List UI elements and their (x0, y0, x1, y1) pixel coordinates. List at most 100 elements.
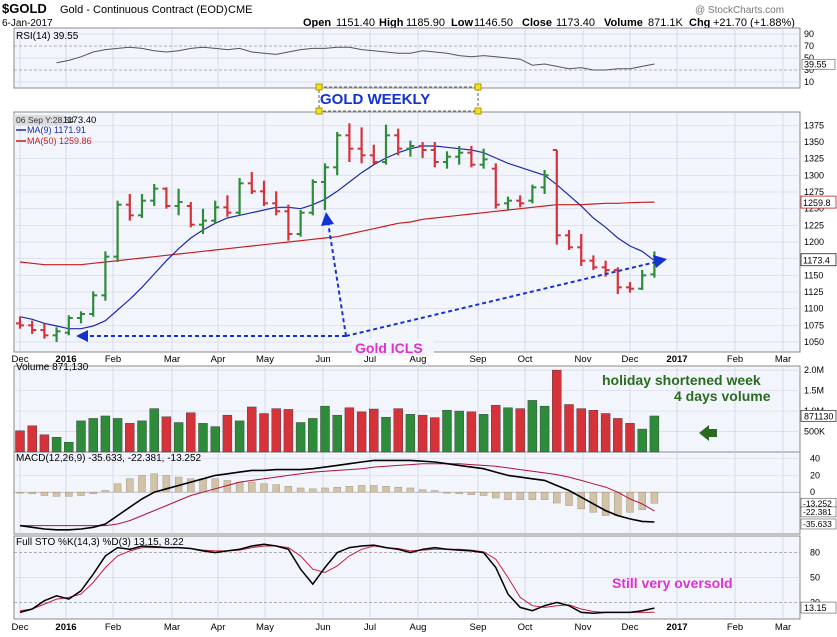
macd-histogram-bar (406, 487, 415, 493)
price-tick-label: 1200 (804, 237, 824, 247)
rsi-line (56, 46, 655, 71)
volume-panel: 2.0M1.5M1.0M871130500K (14, 365, 837, 453)
macd-histogram-bar (333, 486, 341, 493)
volume-tick-label: 2.0M (804, 365, 824, 375)
macd-histogram-bar (553, 491, 561, 504)
volume-bar (625, 423, 635, 453)
panel-frames (13, 27, 801, 620)
price-bar (565, 230, 573, 250)
volume-bar (332, 414, 342, 453)
macd-value-label: -35.633 (803, 519, 832, 529)
macd-histogram-bar (370, 485, 378, 493)
volume-bar (552, 369, 562, 453)
volume-bar (539, 405, 550, 453)
macd-histogram-bar (16, 491, 24, 494)
rsi-last-box (801, 58, 836, 70)
volume-bar (430, 417, 440, 453)
x-tick-label-price: Dec (12, 354, 29, 365)
volume-bar (234, 420, 245, 453)
macd-histogram-bar (516, 491, 524, 500)
macd-histogram-bar (235, 481, 244, 493)
x-tick-label-bottom: Oct (518, 622, 533, 633)
macd-histogram-bar (638, 491, 646, 510)
macd-tick-label: 40 (810, 454, 820, 464)
sto-tick-label: 50 (810, 573, 820, 583)
rsi-tick-label: 50 (804, 53, 814, 63)
macd-histogram-bar (187, 478, 195, 493)
volume-bar (271, 408, 281, 453)
x-tick-label-price: Jun (315, 354, 330, 365)
sto-label: Full STO %K(14,3) %D(3) 13.15, 8.22 (16, 537, 184, 548)
volume-label: Volume (604, 17, 643, 29)
x-tick-label-bottom: Mar (164, 622, 180, 633)
x-tick-label-bottom: Feb (105, 622, 121, 633)
volume-bar (76, 420, 86, 453)
volume-bar (454, 410, 464, 453)
price-bar (125, 194, 134, 221)
macd-histogram-bar (577, 491, 585, 510)
macd-tick-label: 20 (810, 470, 820, 480)
macd-histogram-bar (284, 486, 293, 493)
volume-bar (576, 408, 586, 453)
macd-histogram-bar (394, 486, 402, 493)
arrowhead-left (76, 330, 88, 342)
macd-histogram-bar (540, 491, 549, 500)
ma50-last-label: 1259.8 (803, 198, 831, 208)
volume-bar (88, 418, 98, 453)
price-bar (552, 149, 561, 245)
macd-histogram-bar (565, 491, 573, 506)
volume-bar (112, 418, 123, 453)
header-symbol: $GOLD (2, 1, 47, 16)
macd-histogram-bar (296, 487, 305, 493)
last-close-box (800, 253, 837, 267)
macd-histogram-bar (467, 491, 476, 495)
price-bar (260, 180, 268, 206)
macd-histogram-bar (89, 491, 97, 495)
price-bar (40, 323, 49, 339)
macd-histogram-bar (28, 491, 36, 495)
x-tick-label-bottom: Aug (410, 622, 427, 633)
macd-histogram-bar (138, 475, 146, 493)
price-bar (479, 148, 488, 169)
price-bar (101, 251, 110, 301)
price-bar (589, 255, 598, 270)
handle-top-right (474, 83, 482, 91)
x-tick-label-price: Feb (727, 354, 743, 365)
macd-histogram-bar (479, 491, 488, 496)
ohlc-readout: Open 1151.40 High 1185.90 Low 1146.50 Cl… (303, 17, 795, 29)
x-tick-label-price: 2016 (55, 354, 76, 365)
x-axis-labels: Dec Dec 2016 2016 Feb Feb Mar Mar Apr Apr May May Ju… (12, 354, 792, 633)
header-name: Gold - Continuous Contract (EOD) (60, 4, 228, 16)
handle-bottom-left (315, 107, 323, 115)
watermark: @ StockCharts.com (695, 5, 784, 16)
macd-histogram-bar (162, 475, 171, 493)
header-date: 6-Jan-2017 (2, 18, 53, 29)
volume-bar (15, 430, 25, 453)
rsi-tick-label: 10 (804, 77, 814, 87)
gold-icls-label: Gold ICLS (355, 340, 423, 356)
x-tick-label-bottom: May (256, 622, 274, 633)
volume-bar (381, 416, 391, 453)
volume-bar (295, 422, 306, 453)
x-tick-label-bottom: Jul (364, 622, 376, 633)
price-bar (113, 200, 122, 262)
price-bar (430, 142, 439, 168)
ma9-legend: MA(9) 1171.91 (27, 125, 86, 135)
price-tick-label: 1375 (804, 120, 824, 130)
volume-bar (320, 405, 330, 453)
price-bar (296, 210, 305, 237)
volume-bar (369, 408, 379, 453)
price-bar (138, 194, 146, 218)
volume-bar (283, 409, 294, 453)
icls-arrow-up (327, 221, 347, 337)
x-tick-label-price: Feb (105, 354, 121, 365)
price-bar (223, 195, 232, 217)
price-bar (308, 179, 317, 216)
volume-bar (503, 407, 513, 453)
macd-histogram-bar (345, 486, 354, 493)
x-tick-label-price: Aug (410, 354, 427, 365)
macd-line (19, 459, 655, 531)
price-tick-label: 1350 (804, 137, 824, 147)
volume-bar (210, 426, 220, 453)
